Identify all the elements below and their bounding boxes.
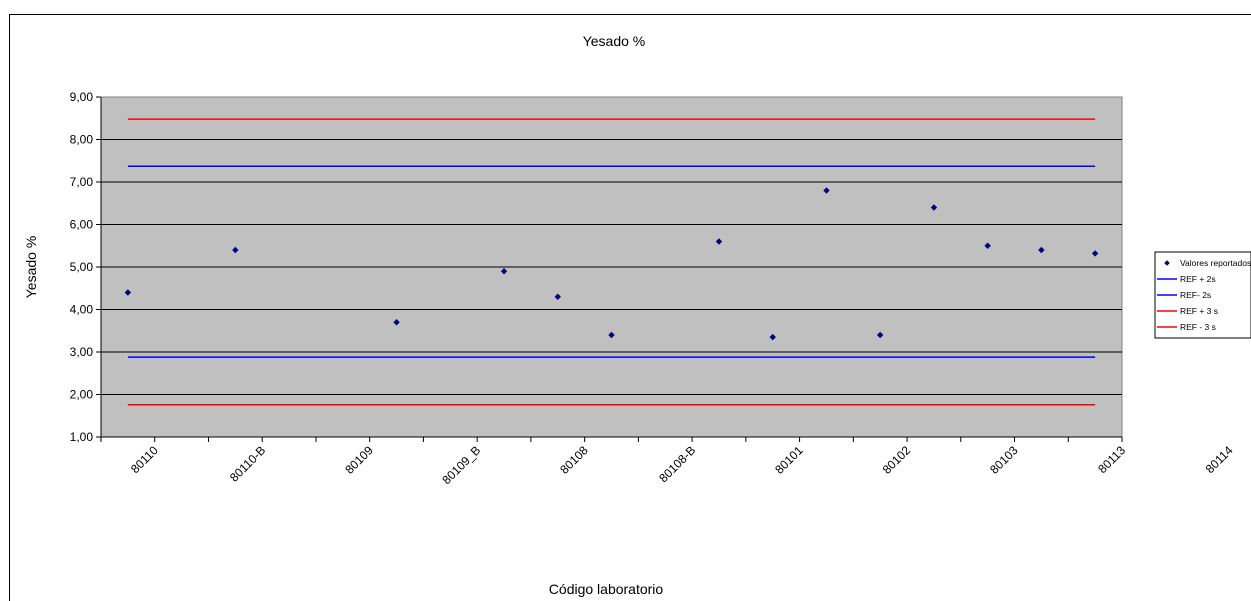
y-tick-label: 3,00 xyxy=(70,345,94,359)
y-tick-label: 9,00 xyxy=(70,90,94,104)
data-point xyxy=(823,187,830,194)
x-tick-label: 80103 xyxy=(987,443,1021,477)
reference-lines xyxy=(127,118,1096,406)
chart-title: Yesado % xyxy=(583,33,646,49)
data-point xyxy=(500,268,508,275)
x-tick-label: 80109_B xyxy=(439,443,483,487)
grid-lines xyxy=(101,139,1122,395)
x-tick-label: 80114 xyxy=(1203,443,1236,476)
y-axis: 1,00 2,00 3,00 4,00 5,00 6,00 7,00 8,00 9,00 xyxy=(70,90,102,444)
y-tick-label: 7,00 xyxy=(70,175,94,189)
y-tick-label: 6,00 xyxy=(70,218,94,232)
data-point xyxy=(554,293,561,300)
legend-label: REF + 3 s xyxy=(1180,306,1218,316)
chart-frame xyxy=(9,14,1251,601)
x-tick-label: 80110 xyxy=(128,443,161,476)
data-point xyxy=(232,246,239,254)
x-axis: 80110 80110-B 80109 80109_B 80108 80108-B 8010… xyxy=(100,436,1236,487)
data-point xyxy=(1091,250,1099,257)
data-point xyxy=(124,289,132,296)
legend-marker xyxy=(1164,260,1170,266)
legend-label: REF- 2s xyxy=(1180,290,1211,300)
data-point xyxy=(393,319,400,326)
y-tick-label: 4,00 xyxy=(70,303,94,317)
x-tick-label: 80110-B xyxy=(227,443,268,484)
y-axis-label: Yesado % xyxy=(23,236,39,299)
x-tick-label: 80101 xyxy=(772,443,806,477)
y-tick-label: 2,00 xyxy=(70,388,94,402)
x-tick-label: 80109 xyxy=(342,443,376,477)
x-tick-label: 80102 xyxy=(880,443,914,477)
legend: Valores reportados REF + 2s REF- 2s REF + 3… xyxy=(1154,251,1251,339)
y-tick-label: 5,00 xyxy=(70,260,94,274)
data-point xyxy=(1038,246,1045,254)
x-axis-label: Código laboratorio xyxy=(549,581,664,597)
data-point xyxy=(608,331,615,339)
y-tick-label: 1,00 xyxy=(70,430,94,444)
y-tick-label: 8,00 xyxy=(70,133,94,147)
x-tick-label: 80108-B xyxy=(656,443,698,485)
data-point xyxy=(715,238,723,245)
legend-label: REF - 3 s xyxy=(1180,322,1216,332)
legend-label: REF + 2s xyxy=(1180,274,1216,284)
data-point xyxy=(930,204,938,211)
x-tick-label: 80113 xyxy=(1095,443,1128,476)
data-point xyxy=(876,331,884,339)
data-points xyxy=(124,187,1099,341)
legend-label: Valores reportados xyxy=(1180,258,1251,268)
x-tick-label: 80108 xyxy=(557,443,591,477)
data-point xyxy=(769,333,776,341)
data-point xyxy=(984,242,991,249)
